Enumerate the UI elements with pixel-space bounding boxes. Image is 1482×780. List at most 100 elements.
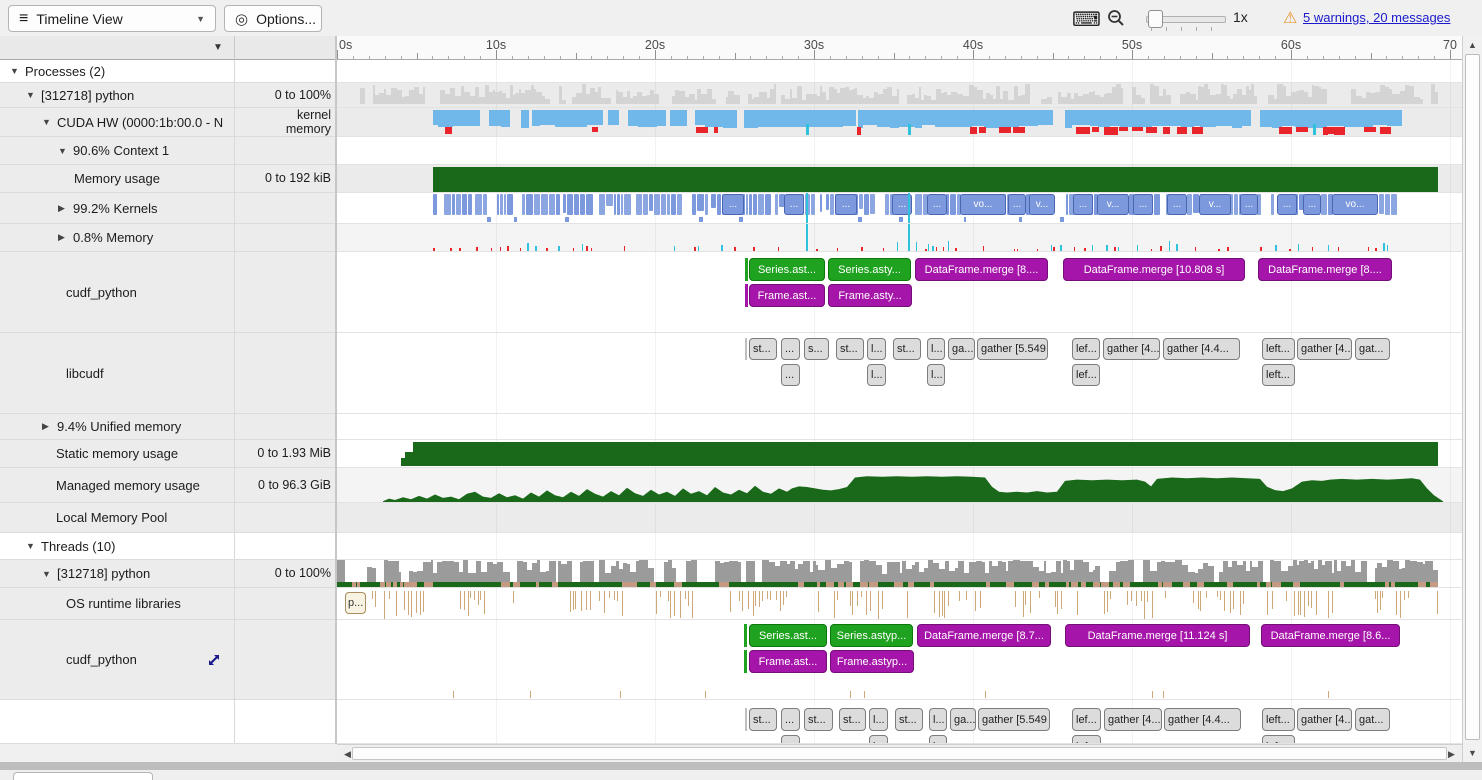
timeline-span[interactable]: DataFrame.merge [8.... — [1258, 258, 1392, 281]
timeline-lane-context-1[interactable] — [337, 137, 1462, 165]
timeline-span[interactable]: DataFrame.merge [11.124 s] — [1065, 624, 1250, 647]
pane-splitter[interactable] — [0, 762, 1482, 770]
timeline-span[interactable]: DataFrame.merge [8.7... — [917, 624, 1051, 647]
timeline-span[interactable]: l... — [929, 708, 947, 731]
timeline-lane-static-memory[interactable] — [337, 440, 1462, 468]
kernel-span[interactable]: ... — [927, 194, 947, 215]
horizontal-scrollbar[interactable]: ◀ ▶ — [337, 744, 1462, 762]
timeline-span[interactable]: Series.ast... — [749, 258, 825, 281]
timeline-span[interactable]: l... — [927, 364, 945, 386]
sidebar-row-nvtx-libcudf[interactable]: libcudf — [0, 333, 335, 414]
sidebar-row-nvtx-cudf-python[interactable]: cudf_python — [0, 252, 335, 333]
timeline-span[interactable]: gather [4.4... — [1164, 708, 1241, 731]
timeline-span[interactable]: lef... — [1072, 338, 1100, 360]
timeline-span[interactable]: ga... — [948, 338, 975, 360]
timeline-span[interactable]: ... — [781, 708, 800, 731]
row-tree-header[interactable]: ▼ — [0, 36, 235, 60]
sidebar-row-managed-memory[interactable]: Managed memory usage 0 to 96.3 GiB — [0, 468, 335, 503]
vertical-scrollbar[interactable]: ▲ ▼ — [1462, 36, 1482, 762]
sidebar-row-thread-python[interactable]: ▼ [312718] python 0 to 100% — [0, 560, 335, 588]
sidebar-row-context-1[interactable]: ▼ 90.6% Context 1 — [0, 137, 335, 165]
timeline-span[interactable]: st... — [836, 338, 864, 360]
view-selector-dropdown[interactable]: ≡ Timeline View ▼ — [8, 5, 216, 32]
timeline-span[interactable]: l... — [929, 735, 947, 743]
kernel-span[interactable]: ... — [892, 194, 912, 215]
timeline-lane-memory-ops[interactable] — [337, 224, 1462, 252]
timeline-span[interactable]: gather [4.... — [1103, 338, 1160, 360]
timeline-span[interactable]: st... — [895, 708, 923, 731]
timeline-span[interactable]: left... — [1262, 735, 1295, 743]
timeline-lane-local-memory-pool[interactable] — [337, 503, 1462, 533]
kernel-span[interactable]: ... — [1240, 194, 1258, 215]
timeline-span[interactable]: st... — [893, 338, 921, 360]
kernel-span[interactable]: ... — [722, 194, 744, 215]
timeline-lane-thread-python[interactable] — [337, 560, 1462, 588]
kernel-span[interactable]: ... — [1167, 194, 1187, 215]
scroll-right-icon[interactable]: ▶ — [1448, 749, 1455, 759]
timeline-span[interactable]: lef... — [1072, 735, 1101, 743]
timeline-span[interactable]: st... — [749, 338, 777, 360]
timeline-lane-cuda-hw[interactable] — [337, 108, 1462, 137]
timeline-span[interactable]: Series.asty... — [828, 258, 911, 281]
timeline-span[interactable]: Series.astyp... — [830, 624, 913, 647]
pane-divider[interactable] — [335, 36, 337, 744]
timeline-span[interactable]: l... — [869, 708, 888, 731]
timeline-span[interactable]: Frame.ast... — [749, 284, 825, 307]
kernel-span[interactable]: ... — [1277, 194, 1297, 215]
sidebar-row-threads[interactable]: ▼ Threads (10) — [0, 533, 335, 560]
sidebar-row-kernels[interactable]: ▶ 99.2% Kernels — [0, 193, 335, 224]
timeline-span[interactable]: lef... — [1072, 364, 1100, 386]
timeline-span[interactable]: gat... — [1355, 708, 1390, 731]
timeline-span[interactable]: l... — [927, 338, 945, 360]
collapse-arrow-icon[interactable]: ▼ — [26, 541, 35, 551]
timeline-span[interactable]: DataFrame.merge [8.... — [915, 258, 1048, 281]
kernel-span[interactable]: ... — [835, 194, 857, 215]
sidebar-row-thread-cudf-python[interactable]: cudf_python — [0, 620, 335, 700]
kernel-span[interactable]: ... — [1008, 194, 1026, 215]
sidebar-row-memory-ops[interactable]: ▶ 0.8% Memory — [0, 224, 335, 252]
timeline-span[interactable]: s... — [804, 338, 829, 360]
expand-arrow-icon[interactable]: ▶ — [42, 421, 49, 431]
kernel-span[interactable]: vo... — [1332, 194, 1378, 215]
sidebar-row-unified-memory[interactable]: ▶ 9.4% Unified memory — [0, 414, 335, 440]
options-button[interactable]: ◎ Options... — [224, 5, 322, 32]
timeline-span[interactable]: left... — [1262, 708, 1295, 731]
timeline-lane-process-python[interactable] — [337, 83, 1462, 108]
timeline-lane-thread-libcudf[interactable]: st...... st... st... l... st... l... ga... gath… — [337, 700, 1462, 744]
timeline-lane-unified-memory[interactable] — [337, 414, 1462, 440]
kernel-span[interactable]: v... — [1097, 194, 1129, 215]
zoom-slider-track[interactable] — [1146, 16, 1226, 23]
scroll-up-icon[interactable]: ▲ — [1468, 40, 1477, 50]
timeline-span[interactable]: DataFrame.merge [10.808 s] — [1063, 258, 1245, 281]
timeline-span[interactable]: Frame.astyp... — [830, 650, 914, 673]
timeline-lane-kernels[interactable]: ............... vo...... v...... v.........… — [337, 193, 1462, 224]
kernel-span[interactable]: ... — [1133, 194, 1153, 215]
sidebar-row-memory-usage[interactable]: Memory usage 0 to 192 kiB — [0, 165, 335, 193]
sidebar-row-processes[interactable]: ▼ Processes (2) — [0, 60, 335, 83]
sidebar-row-process-python[interactable]: ▼ [312718] python 0 to 100% — [0, 83, 335, 108]
vertical-scrollbar-thumb[interactable] — [1465, 54, 1480, 740]
timeline-span[interactable]: Series.ast... — [749, 624, 827, 647]
timeline-span[interactable]: ... — [781, 735, 800, 743]
kernel-span[interactable]: v... — [1199, 194, 1231, 215]
sidebar-row-thread-libcudf[interactable] — [0, 700, 335, 744]
bottom-panel-peek[interactable] — [13, 772, 153, 780]
kernel-span[interactable]: ... — [1303, 194, 1321, 215]
sidebar-row-os-runtime[interactable]: OS runtime libraries — [0, 588, 335, 620]
expand-arrow-icon[interactable]: ▶ — [58, 202, 65, 213]
collapse-arrow-icon[interactable]: ▼ — [42, 568, 51, 579]
timeline-span[interactable]: gather [5.549 s] — [977, 338, 1048, 360]
zoom-slider-thumb[interactable] — [1148, 10, 1163, 28]
timeline-span[interactable]: left... — [1262, 338, 1295, 360]
kernel-span[interactable]: ... — [1073, 194, 1093, 215]
timeline-span[interactable]: ga... — [950, 708, 976, 731]
collapse-arrow-icon[interactable]: ▼ — [58, 145, 67, 156]
timeline-span[interactable]: Frame.ast... — [749, 650, 827, 673]
keyboard-shortcuts-icon[interactable]: ⌨ — [1072, 9, 1101, 31]
timeline-span[interactable]: gat... — [1355, 338, 1390, 360]
timeline-lane-managed-memory[interactable] — [337, 468, 1462, 503]
timeline-span[interactable]: DataFrame.merge [8.6... — [1261, 624, 1400, 647]
filter-caret-icon[interactable]: ▼ — [213, 42, 223, 53]
timeline-span[interactable]: lef... — [1072, 708, 1101, 731]
timeline-lane-thread-cudf-python[interactable]: Series.ast... Series.astyp... DataFrame.me… — [337, 620, 1462, 700]
